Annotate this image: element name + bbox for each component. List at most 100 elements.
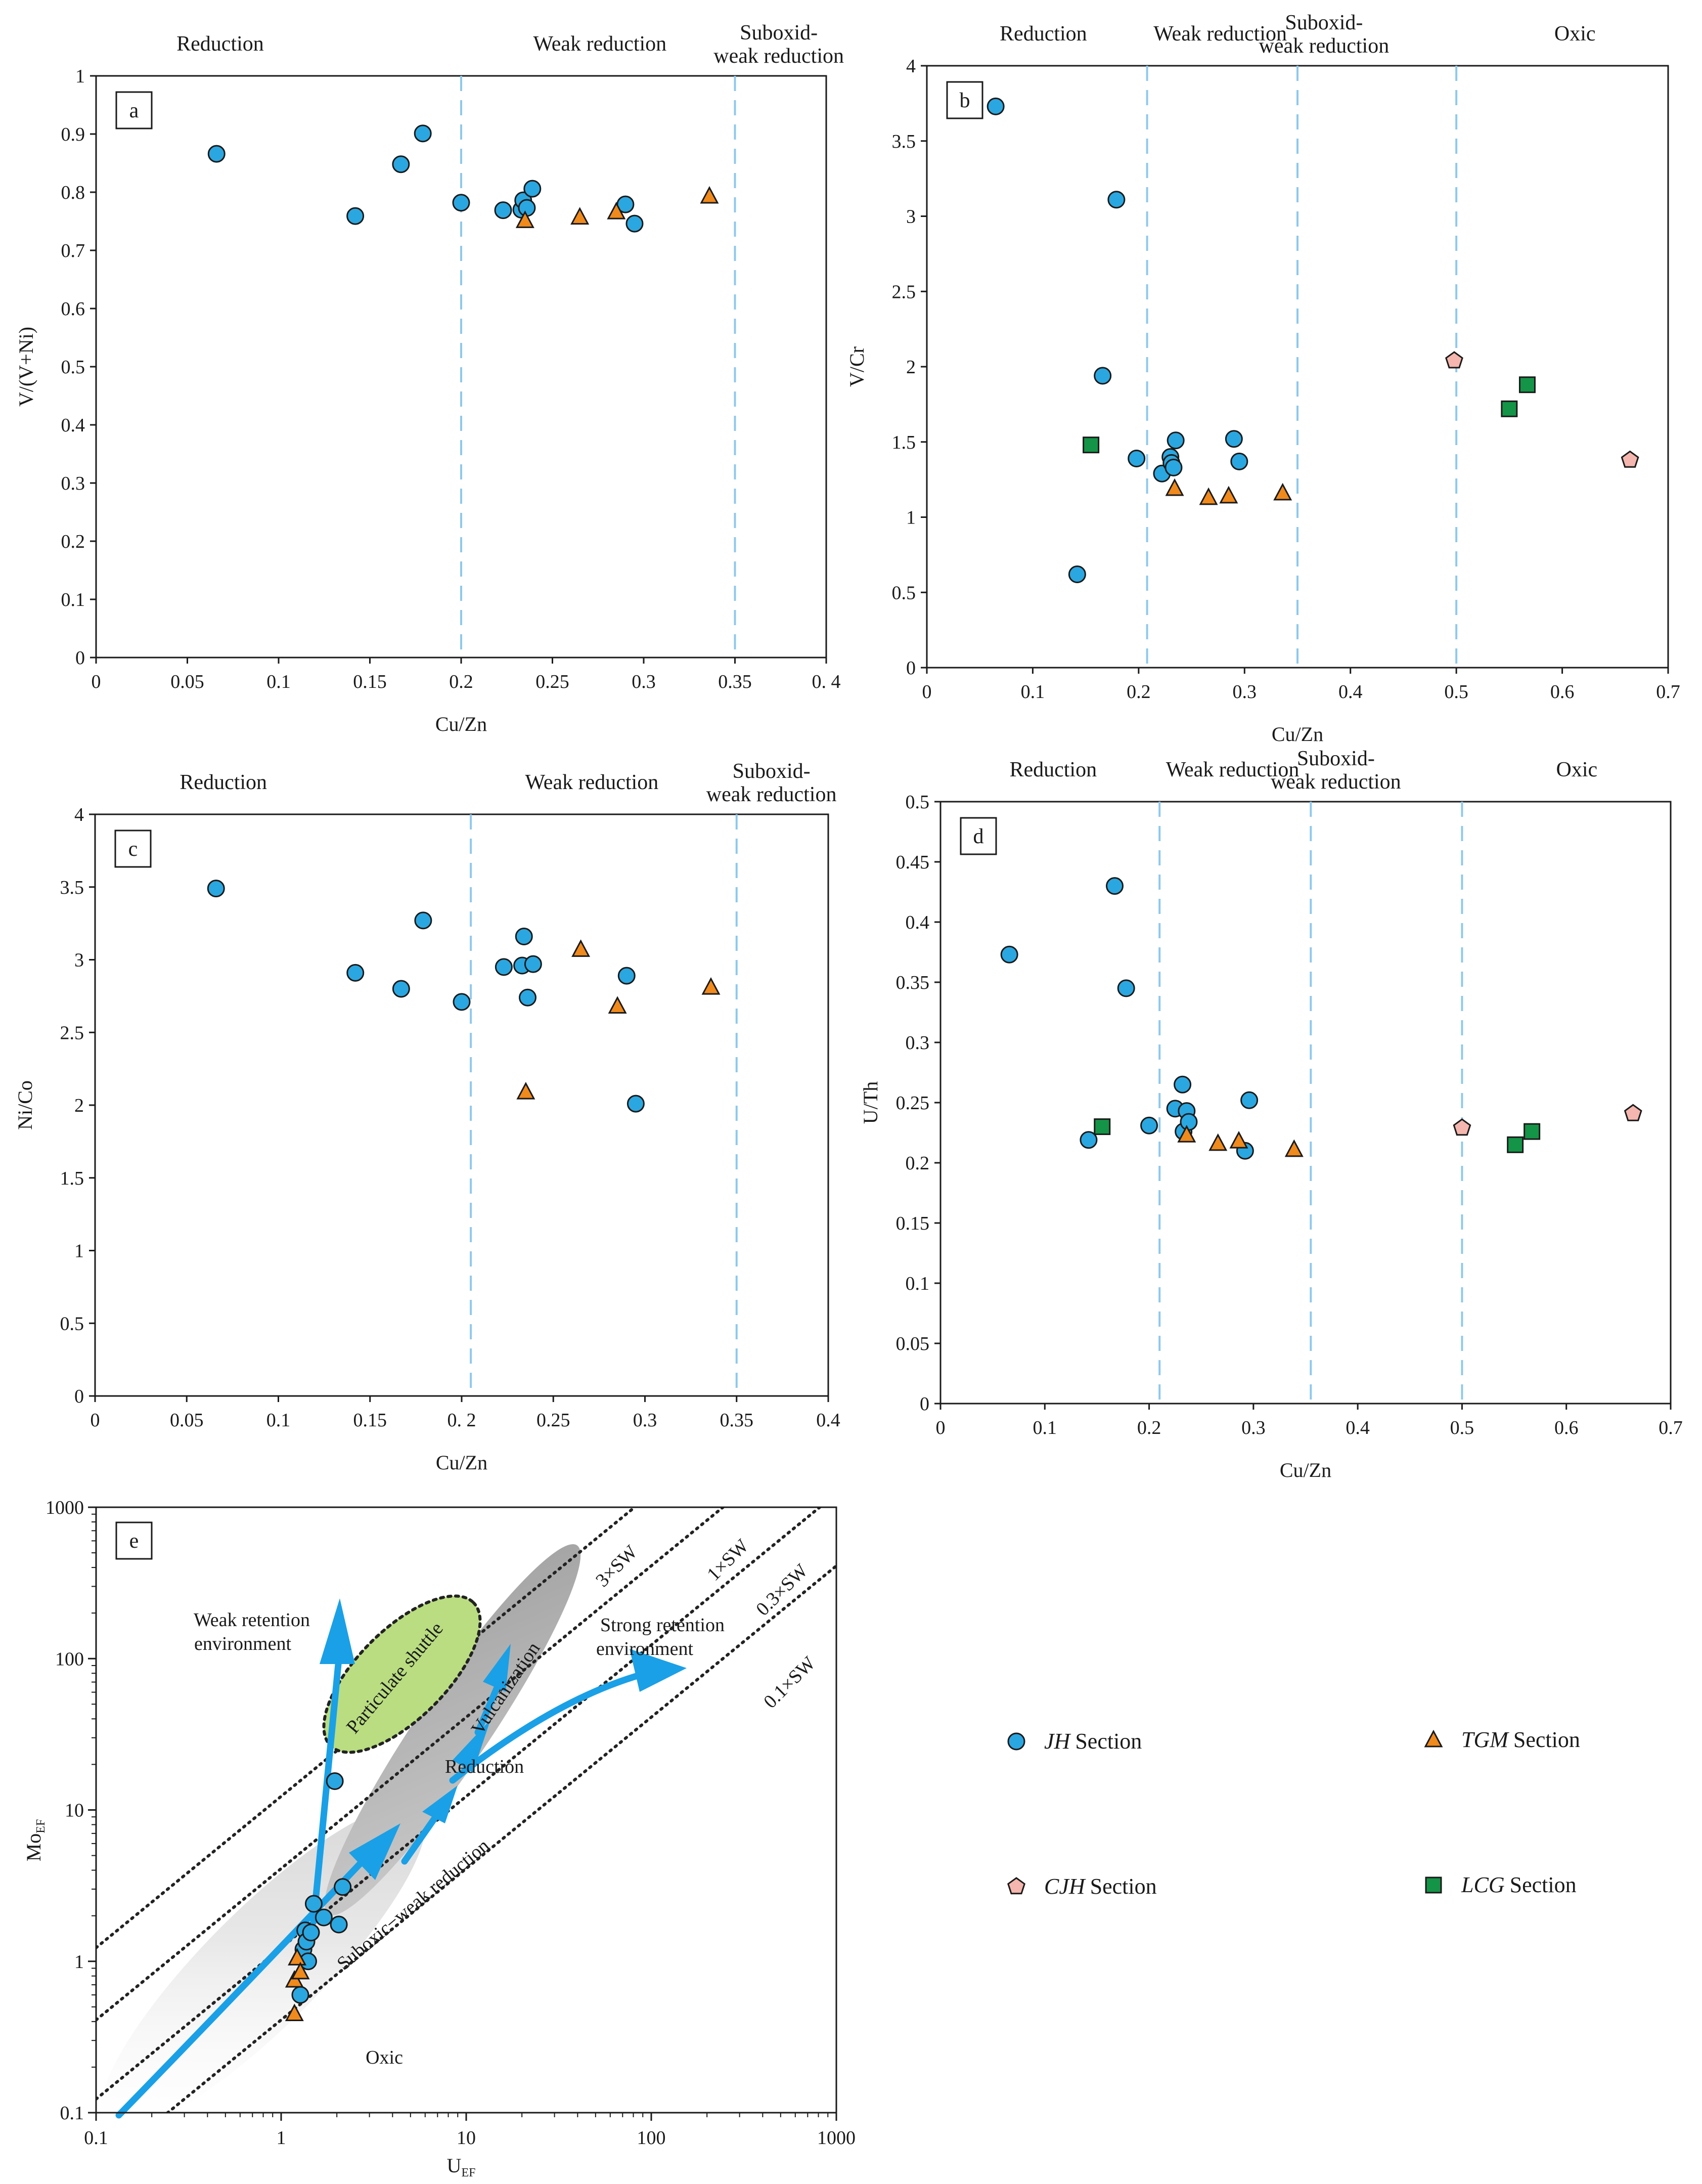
arrowhead-particulate	[320, 1598, 355, 1664]
y-axis-label: V/(V+Ni)	[15, 327, 37, 407]
x-tick-label: 0.2	[449, 671, 473, 692]
x-axis-label: Cu/Zn	[435, 713, 487, 735]
y-tick-label: 10	[65, 1800, 84, 1821]
data-point-circle	[495, 958, 513, 976]
legend-suffix: Section	[1075, 1729, 1142, 1754]
y-tick-label: 0.25	[896, 1093, 930, 1114]
data-point-pentagon	[1445, 351, 1463, 369]
data-point-circle	[302, 1924, 320, 1942]
data-point-square	[1083, 436, 1100, 454]
data-point-circle	[414, 124, 432, 143]
zone-label: Reduction	[176, 32, 264, 56]
y-tick-label: 3	[906, 206, 916, 228]
zone-label: Oxic	[1554, 22, 1596, 46]
arrowhead-reduction-lower	[422, 1785, 458, 1823]
data-point-triangle	[700, 186, 719, 204]
y-tick-label: 0.3	[906, 1032, 930, 1054]
y-axis-label-main: Mo	[22, 1833, 45, 1862]
data-point-triangle	[1208, 1133, 1228, 1151]
y-tick-label: 0.5	[60, 1313, 84, 1334]
data-point-triangle	[516, 1081, 535, 1100]
y-tick-label: 1	[74, 1241, 84, 1262]
x-tick-label: 0.15	[353, 1410, 387, 1431]
legend-suffix: Section	[1510, 1872, 1577, 1897]
data-point-circle	[392, 155, 410, 173]
data-point-circle	[392, 980, 410, 998]
arrowhead-suboxic	[349, 1823, 400, 1880]
x-tick-label: 0.1	[266, 1410, 291, 1431]
legend-label-cjh: CJH Section	[1044, 1874, 1157, 1899]
zone-label: weak reduction	[1271, 770, 1401, 794]
panel-label: e	[129, 1530, 139, 1553]
panel-label-box	[114, 829, 152, 868]
sw-line	[165, 1564, 836, 2113]
x-axis-label-main: U	[447, 2154, 462, 2177]
panel-label: c	[128, 838, 138, 861]
data-point-circle	[207, 145, 226, 163]
y-tick-label: 2.5	[892, 281, 916, 302]
arrowhead-strong-retention	[630, 1649, 687, 1692]
e-data-points	[285, 1772, 352, 2022]
legend-label-lcg: LCG Section	[1461, 1872, 1577, 1897]
x-tick-label: 0.1	[84, 2127, 108, 2149]
data-point-triangle	[1273, 483, 1292, 501]
x-tick-label: 0.05	[170, 671, 204, 692]
legend-label-jh: JH Section	[1044, 1729, 1142, 1754]
data-point-circle	[1107, 191, 1126, 209]
zone-label: weak reduction	[713, 45, 844, 68]
zone-label: Weak reduction	[1153, 22, 1287, 46]
y-axis-label: V/Cr	[845, 346, 868, 387]
data-point-triangle	[608, 996, 627, 1014]
x-tick-label: 0.6	[1550, 681, 1575, 703]
x-axis-label: Cu/Zn	[1272, 723, 1323, 746]
zone-label: Suboxid-	[1285, 11, 1363, 34]
annotation-strong-retention: Strong retention	[600, 1614, 725, 1636]
x-tick-label: 0.3	[1241, 1417, 1266, 1438]
x-tick-label: 0.4	[1346, 1417, 1370, 1438]
zone-label: Reduction	[1000, 22, 1087, 46]
x-tick-label: 0	[91, 1410, 100, 1431]
x-tick-label: 0.4	[816, 1410, 840, 1431]
data-point-circle	[334, 1878, 352, 1896]
data-point-pentagon	[1624, 1104, 1642, 1121]
data-point-circle	[625, 214, 644, 233]
annotation-reduction: Reduction	[445, 1756, 524, 1777]
data-point-circle	[1117, 979, 1135, 997]
x-tick-label: 0.2	[1127, 681, 1151, 703]
x-tick-label: 0. 4	[812, 671, 841, 692]
x-tick-label: 0	[92, 671, 101, 692]
y-tick-label: 1	[906, 507, 916, 529]
data-point-circle	[346, 964, 365, 982]
panel-label: d	[973, 825, 984, 848]
zone-label: Suboxid-	[733, 760, 811, 783]
sw-line	[96, 1507, 822, 2101]
data-point-circle	[1167, 431, 1185, 450]
data-point-square	[1507, 1136, 1524, 1153]
y-tick-label: 4	[906, 56, 916, 77]
x-tick-label: 0	[922, 681, 932, 703]
x-tick-label: 0.1	[1033, 1417, 1057, 1438]
x-tick-label: 1	[277, 2127, 286, 2149]
vulcanization-arrow	[474, 1676, 504, 1736]
data-point-circle	[1180, 1113, 1198, 1131]
legend-marker-lcg	[1425, 1876, 1442, 1894]
plot-frame-d	[939, 801, 1672, 1405]
sw-line	[96, 1507, 637, 1949]
data-point-triangle	[607, 201, 626, 220]
y-tick-label: 2	[906, 357, 916, 378]
panel-label-box	[946, 81, 983, 119]
y-tick-label: 0.3	[61, 473, 85, 494]
panel-label-box	[960, 817, 997, 855]
legend-label-tgm: TGM Section	[1461, 1727, 1580, 1752]
y-tick-label: 3.5	[60, 877, 84, 898]
data-point-circle	[414, 911, 432, 930]
legend-name: JH	[1044, 1729, 1071, 1754]
particulate-shuttle-arrow	[310, 1655, 342, 1926]
data-point-circle	[523, 180, 542, 198]
data-point-triangle	[570, 207, 590, 225]
annotation-strong-retention: environment	[596, 1638, 694, 1659]
x-tick-label: 1000	[817, 2127, 856, 2149]
x-axis-label-sub: EF	[461, 2166, 475, 2179]
x-axis-label: UEF	[447, 2154, 476, 2179]
